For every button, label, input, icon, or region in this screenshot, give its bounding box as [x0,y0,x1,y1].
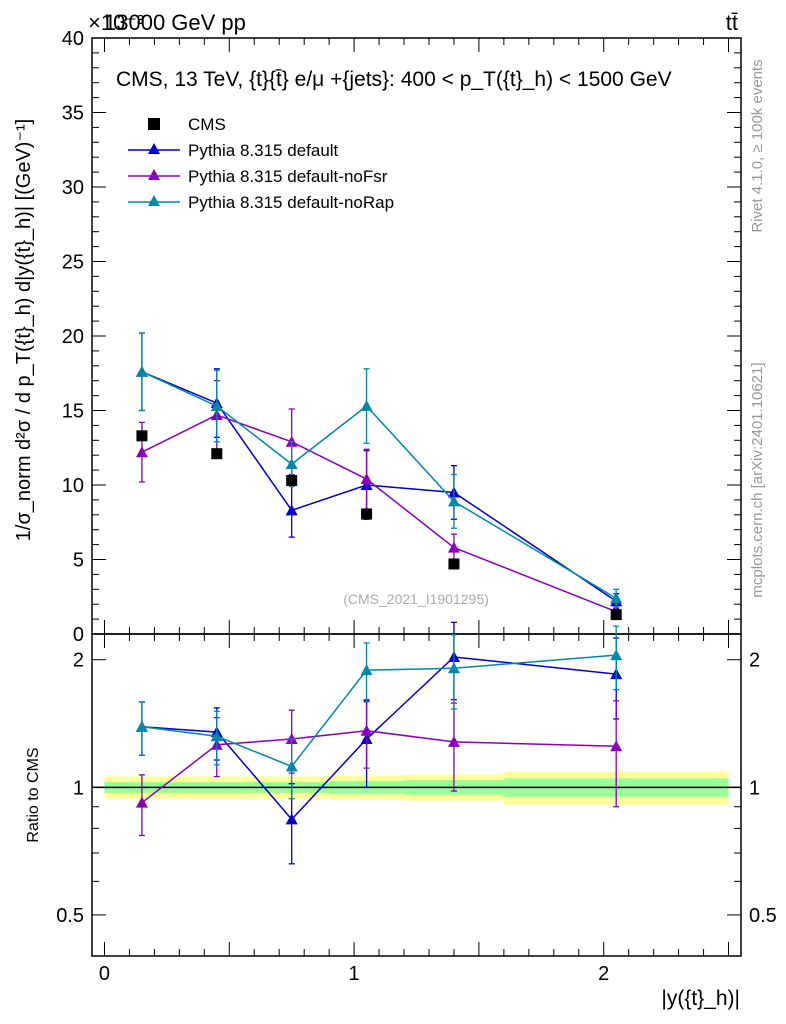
legend-marker-nofsr [148,169,160,180]
ratio-y-tick-label: 0.5 [56,905,84,927]
series-point [447,495,460,507]
legend-marker-default [148,143,160,154]
ratio-point [610,649,623,661]
series-point [610,592,623,604]
ratio-plot-frame [91,633,742,957]
y-tick-label: 20 [62,326,84,348]
series-point [135,446,148,458]
series-point [360,473,373,485]
process-label: tt̄ [726,10,738,35]
series-point [360,400,373,412]
y-tick-label: 0 [73,624,84,646]
y-tick-label: 15 [62,401,84,423]
ratio-point [210,730,223,742]
cms-data-point [448,558,460,570]
series-point [285,458,298,470]
exponent-label: ×10⁻³ [88,10,144,35]
ratio-data [135,621,623,865]
legend-marker-norap [148,195,160,206]
chart-title: CMS, 13 TeV, {t}{t̄} e/μ +{jets}: 400 < … [116,68,672,91]
main-data [135,332,623,621]
legend-label-norap: Pythia 8.315 default-noRap [188,193,394,212]
x-tick-label: 1 [349,963,360,985]
ratio-line-0 [141,656,617,821]
legend-label-default: Pythia 8.315 default [188,141,339,160]
rivet-label: Rivet 4.1.0, ≥ 100k events [749,59,766,232]
ratio-y-axis-label: Ratio to CMS [25,747,42,842]
ratio-point [285,760,298,772]
mcplots-label: mcplots.cern.ch [arXiv:2401.10621] [749,362,766,597]
cms-data-point [211,448,223,460]
series-point [210,400,223,412]
ratio-line-1 [141,729,617,804]
ratio-uncertainty-bands [92,771,741,805]
y-tick-label: 25 [62,252,84,274]
series-point [285,504,298,516]
ratio-point [135,796,148,808]
ratio-y-tick-label: 2 [73,650,84,672]
ratio-point [447,662,460,674]
cms-data-point [136,430,148,442]
series-line-0 [141,371,617,602]
legend-marker-cms [148,118,160,130]
ratio-point [135,720,148,732]
ratio-y-tick-label: 1 [73,777,84,799]
series-line-2 [141,371,617,599]
y-tick-label: 35 [62,103,84,125]
ratio-point [447,735,460,747]
y-tick-label: 10 [62,475,84,497]
cms-data-point [610,609,622,621]
y-axis-label: 1/σ_norm d²σ / d p_T({t}_h) d|y({t}_h)| … [13,119,35,541]
ratio-point [360,664,373,676]
cms-data-point [361,508,373,520]
ratio-point [285,813,298,825]
ratio-line-2 [141,654,617,768]
ratio-y-tick-label-right: 2 [749,650,760,672]
ratio-point [360,724,373,736]
series-line-1 [141,414,617,613]
legend-label-nofsr: Pythia 8.315 default-noFsr [188,167,388,186]
y-tick-label: 5 [73,550,84,572]
ratio-y-tick-label-right: 0.5 [749,905,777,927]
analysis-watermark: (CMS_2021_I1901295) [343,591,489,607]
cms-data-point [286,475,298,487]
series-point [135,365,148,377]
series-point [447,541,460,553]
x-tick-label: 0 [99,963,110,985]
x-tick-label: 2 [598,963,609,985]
energy-label: 13000 GeV pp [104,10,246,35]
legend: CMS Pythia 8.315 default Pythia 8.315 de… [128,115,394,212]
ratio-y-tick-label-right: 1 [749,777,760,799]
axis-ticks: 0 5 10 15 20 25 30 35 40 0 1 2 0.5 0.5 1 1 2 2 [56,28,777,985]
ratio-point [610,740,623,752]
y-tick-label: 30 [62,177,84,199]
legend-label-cms: CMS [188,115,226,134]
y-tick-label: 40 [62,28,84,50]
x-axis-label: |y({t}_h)| [661,987,740,1010]
